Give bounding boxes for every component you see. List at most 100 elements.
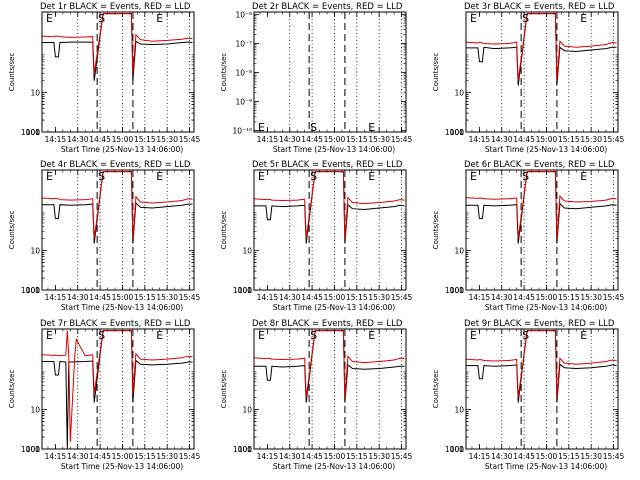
start-marker: S (522, 170, 529, 183)
panel-title: Det 3r BLACK = Events, RED = LLD (464, 2, 615, 12)
y-tick-label: 10 (30, 247, 40, 256)
x-tick-label: 15:45 (391, 452, 413, 461)
y-axis-label: Counts/sec (220, 53, 228, 92)
x-tick-label: 15:30 (368, 135, 390, 144)
x-tick-label: 14:15 (469, 452, 491, 461)
x-tick-label: 14:15 (469, 135, 491, 144)
x-tick-label: 15:45 (603, 452, 625, 461)
x-tick-label: 15:15 (134, 452, 156, 461)
x-axis-label: Start Time (25-Nov-13 14:06:00) (273, 145, 395, 154)
x-tick-label: 15:00 (324, 293, 346, 302)
y-axis-label: Counts/sec (432, 370, 440, 409)
end-marker: E (46, 170, 53, 183)
panel-title: Det 6r BLACK = Events, RED = LLD (464, 160, 615, 170)
end-marker: E (156, 329, 163, 342)
x-tick-label: 15:00 (112, 452, 134, 461)
plot-frame (253, 11, 407, 133)
panel-det-2r: Det 2r BLACK = Events, RED = LLD Counts/s… (220, 2, 413, 154)
y-tick-label: 1 (459, 445, 464, 454)
y-tick-label: 1000 (233, 286, 252, 295)
x-tick-label: 15:15 (558, 135, 580, 144)
x-tick-label: 15:30 (368, 452, 390, 461)
series-group (42, 330, 193, 449)
start-marker: S (98, 170, 105, 183)
series-group (42, 171, 193, 244)
plot-frame (465, 328, 619, 450)
x-tick-label: 14:30 (279, 452, 301, 461)
panel-title: Det 9r BLACK = Events, RED = LLD (464, 319, 615, 329)
x-tick-label: 14:15 (45, 293, 67, 302)
plot-frame (465, 11, 619, 133)
end-marker: E (46, 12, 53, 25)
panel-title: Det 7r BLACK = Events, RED = LLD (40, 319, 191, 329)
y-tick-label: 1000 (445, 286, 464, 295)
x-tick-label: 15:15 (346, 293, 368, 302)
y-tick-label: 10 (454, 89, 464, 98)
y-tick-label: 1000 (21, 286, 40, 295)
x-tick-label: 14:45 (301, 452, 323, 461)
x-tick-label: 14:15 (45, 452, 67, 461)
series-group (466, 13, 617, 86)
y-tick-label: 10⁻⁸ (235, 68, 252, 77)
y-tick-label: 10 (30, 89, 40, 98)
panel-title: Det 4r BLACK = Events, RED = LLD (40, 160, 191, 170)
x-tick-label: 15:00 (536, 452, 558, 461)
x-tick-label: 15:30 (580, 293, 602, 302)
x-tick-label: 15:30 (580, 135, 602, 144)
y-tick-label: 100 (450, 128, 465, 137)
plot-frame (465, 169, 619, 291)
y-tick-label: 100 (450, 445, 465, 454)
y-tick-label: 10⁻⁷ (235, 39, 252, 48)
x-tick-label: 15:15 (558, 452, 580, 461)
x-axis-label: Start Time (25-Nov-13 14:06:00) (61, 145, 183, 154)
x-tick-label: 14:15 (257, 452, 279, 461)
end-marker: E (580, 12, 587, 25)
lld-series-line (42, 330, 193, 443)
x-tick-label: 14:45 (301, 293, 323, 302)
start-marker: S (310, 170, 317, 183)
y-tick-label: 100 (450, 286, 465, 295)
plot-frame (253, 328, 407, 450)
y-axis-label: Counts/sec (8, 53, 16, 92)
plot-frame (41, 11, 195, 133)
x-tick-label: 14:45 (301, 135, 323, 144)
end-marker: E (368, 121, 375, 134)
end-marker: E (46, 329, 53, 342)
start-marker: S (522, 12, 529, 25)
x-tick-label: 14:30 (491, 135, 513, 144)
panel-title: Det 5r BLACK = Events, RED = LLD (252, 160, 403, 170)
x-tick-label: 14:30 (279, 135, 301, 144)
x-tick-label: 14:30 (67, 135, 89, 144)
end-marker: E (368, 170, 375, 183)
x-axis-label: Start Time (25-Nov-13 14:06:00) (485, 303, 607, 312)
x-tick-label: 15:15 (558, 293, 580, 302)
plot-frame (41, 328, 195, 450)
start-marker: S (98, 329, 105, 342)
series-group (254, 171, 405, 244)
panel-det-9r: Det 9r BLACK = Events, RED = LLD Counts/s… (432, 319, 625, 471)
x-axis-label: Start Time (25-Nov-13 14:06:00) (273, 303, 395, 312)
panel-det-1r: Det 1r BLACK = Events, RED = LLD Counts/s… (8, 2, 201, 154)
y-axis-label: Counts/sec (220, 211, 228, 250)
series-group (466, 330, 617, 403)
x-tick-label: 14:45 (89, 135, 111, 144)
x-tick-label: 15:00 (112, 135, 134, 144)
x-axis-label: Start Time (25-Nov-13 14:06:00) (485, 462, 607, 471)
x-tick-label: 15:00 (536, 135, 558, 144)
x-tick-label: 14:45 (89, 293, 111, 302)
y-tick-label: 100 (26, 286, 41, 295)
lld-series-line (42, 171, 193, 239)
x-tick-label: 15:00 (536, 293, 558, 302)
x-tick-label: 14:30 (67, 452, 89, 461)
panel-det-3r: Det 3r BLACK = Events, RED = LLD Counts/s… (432, 2, 625, 154)
series-group (254, 330, 405, 403)
x-axis-label: Start Time (25-Nov-13 14:06:00) (273, 462, 395, 471)
y-tick-label: 1 (459, 286, 464, 295)
panel-det-6r: Det 6r BLACK = Events, RED = LLD Counts/s… (432, 160, 625, 312)
x-tick-label: 14:30 (279, 293, 301, 302)
x-tick-label: 14:45 (513, 135, 535, 144)
x-tick-label: 14:15 (257, 135, 279, 144)
plot-frame (253, 169, 407, 291)
panel-title: Det 8r BLACK = Events, RED = LLD (252, 319, 403, 329)
x-tick-label: 15:15 (134, 135, 156, 144)
